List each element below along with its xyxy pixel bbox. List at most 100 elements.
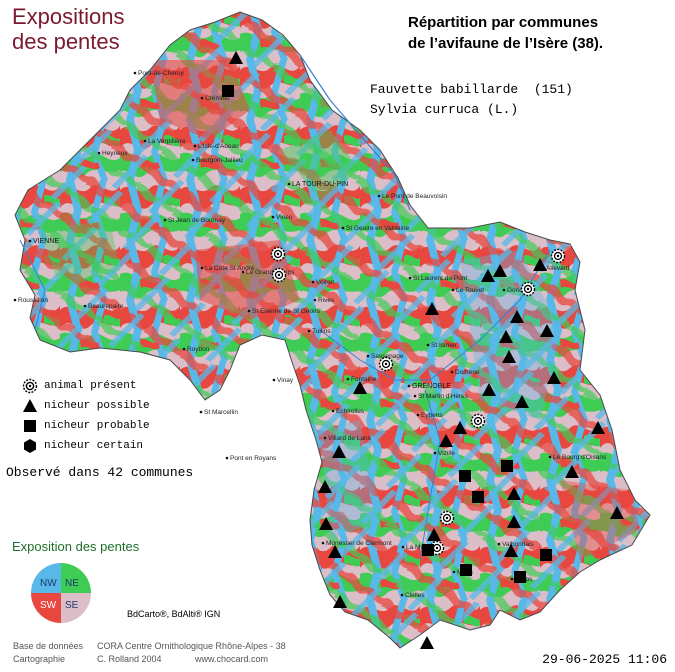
place-label: GRENOBLE [412,383,451,390]
possible-marker [420,636,434,649]
place-label: Pont en Royans [230,455,277,462]
present-marker [378,356,394,372]
place-dot [241,270,245,274]
possible-marker [453,421,467,434]
exposition-title: Exposition des pentes [12,539,140,554]
compass-label-sw: SW [40,600,57,611]
place-label: Voiron [316,279,335,286]
compass-label-nw: NW [40,578,57,589]
place-label: La Mure [406,544,430,551]
place-dot [272,378,276,382]
place-dot [401,545,405,549]
place-dot [377,194,381,198]
place-label: Domène [455,369,480,376]
possible-marker [591,421,605,434]
compass-ne [61,563,91,593]
title-line-2: des pentes [12,29,120,54]
legend-row-probable: nicheur probable [22,416,150,436]
place-dot [311,280,315,284]
compass-sw [31,593,61,623]
place-dot [193,144,197,148]
probable-marker [460,564,472,576]
distribution-title: Répartition par communes de l’avifaune d… [408,12,603,54]
possible-marker [427,528,441,541]
place-dot [287,182,291,186]
possible-marker [515,395,529,408]
place-dot [346,377,350,381]
place-dot [163,218,167,222]
legend-row-certain: nicheur certain [22,436,150,456]
possible-marker [332,445,346,458]
place-label: St Etienne de St Geoirs [252,308,321,315]
square-icon [24,420,36,432]
place-label: Crémieu [205,95,230,102]
place-dot [510,577,514,581]
possible-marker [229,51,243,64]
place-label: LA TOUR-DU-PIN [292,181,348,188]
possible-marker [482,383,496,396]
place-label: Valbonnais [502,541,534,548]
map-title: Expositions des pentes [12,4,125,54]
probable-marker [459,470,471,482]
place-dot [433,451,437,455]
place-label: La Côte St André [205,265,255,272]
possible-marker [425,302,439,315]
distribution-title-line-2: de l’avifaune de l’Isère (38). [408,35,604,52]
possible-marker [499,330,513,343]
credits-url: www.chocard.com [195,654,269,664]
species-block: Fauvette babillarde (151) Sylvia curruca… [370,80,573,120]
place-label: Sassenage [371,353,404,360]
compass-label-se: SE [65,600,79,611]
place-label: St Martin d'Hères [418,393,469,400]
legend: animal présent nicheur possible nicheur … [22,376,150,456]
present-marker [271,267,287,283]
possible-marker [319,517,333,530]
place-label: Monestier de Clermont [326,540,392,547]
place-label: Roybon [187,346,210,353]
timestamp: 29-06-2025 11:06 [542,652,667,667]
place-label: St Jean de Bournay [168,217,226,224]
place-dot [28,239,32,243]
probable-marker [514,571,526,583]
place-dot [451,288,455,292]
place-dot [225,456,229,460]
possible-marker [610,506,624,519]
place-dot [133,71,137,75]
credits-carto-label: Cartographie [13,654,66,664]
place-dot [200,96,204,100]
rhone-river-west [19,239,46,331]
compass-nw [31,563,61,593]
place-label: St Laurent du Pont [413,275,467,282]
place-dot [307,329,311,333]
place-dot [331,409,335,413]
legend-label-probable: nicheur probable [44,420,150,432]
data-sources: BdCarto®, BdAlti® IGN [127,609,221,619]
possible-marker [510,310,524,323]
drac-river [419,389,441,561]
possible-marker [533,258,547,271]
place-dot [413,394,417,398]
place-label: Villard de Lans [328,435,372,442]
place-dot [199,410,203,414]
place-label: Fontaine [351,376,377,383]
place-dot [452,570,456,574]
place-dot [321,541,325,545]
place-label: Virieu [276,214,293,221]
credits: Base de données CORA Centre Ornithologiqu… [13,640,286,666]
compass-se [61,593,91,623]
probable-marker [222,85,234,97]
observed-count: Observé dans 42 communes [6,465,194,480]
place-dot [13,298,17,302]
rhone-river [299,54,411,211]
place-label: Bourgoin-Jallieu [196,157,243,164]
triangle-icon [23,399,37,412]
place-dot [497,542,501,546]
present-marker [470,413,486,429]
place-label: Roussillon [18,297,48,304]
place-dot [143,139,147,143]
place-dot [97,151,101,155]
possible-marker [507,515,521,528]
place-dot [502,288,506,292]
possible-marker [353,381,367,394]
